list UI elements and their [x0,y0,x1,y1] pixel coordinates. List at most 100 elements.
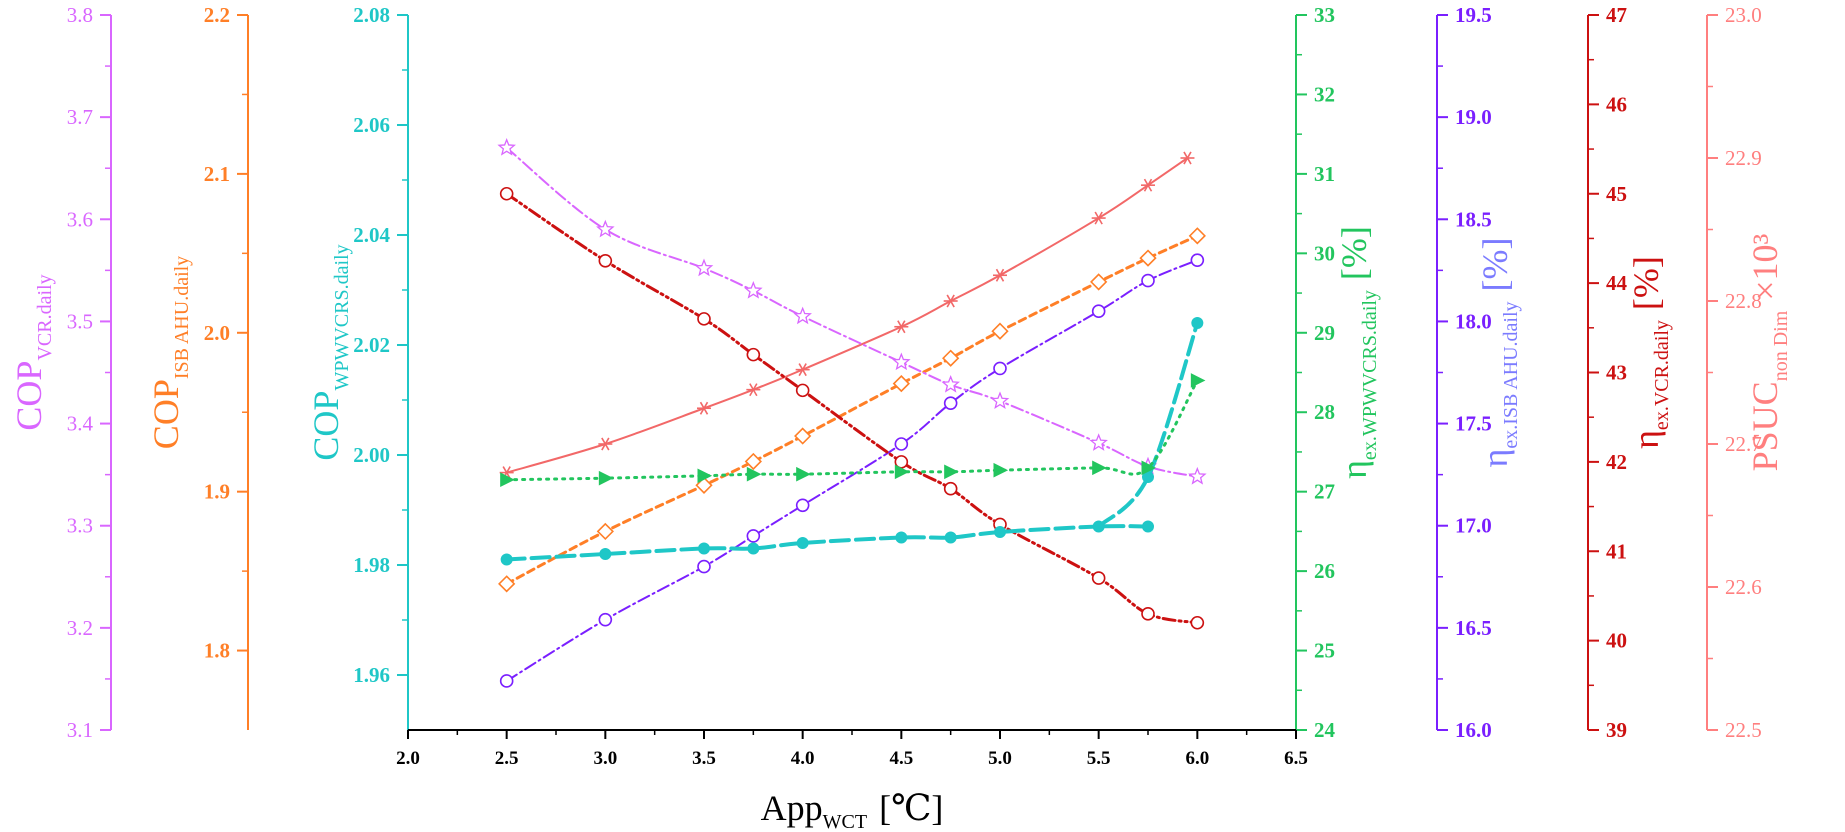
x-tick-label: 2.5 [495,748,519,769]
data-point [894,437,909,451]
y-axis-title-unit: [%] [1475,237,1515,291]
y-tick-label: 30 [1314,241,1335,265]
y-tick-label: 2.1 [204,162,230,186]
y-axis-title-main: COP [146,379,186,449]
y-axis-eta-isb: 16.0 16.5 17.0 17.5 18.0 18.5 19.0 19.5 ηex.ISB … [1436,3,1522,742]
data-point [892,374,910,393]
data-point [1141,460,1157,476]
y-axis-title-psuc: PSUCnon Dim ×10³ [1745,233,1792,471]
y-axis-title-eta-isb: ηex.ISB AHU.daily [%] [1475,237,1522,467]
data-point [944,464,959,480]
y-tick-label: 3.8 [67,3,93,27]
y-tick-label: 2.04 [353,223,390,247]
y-tick-label: 1.9 [204,480,230,504]
y-tick-label: 24 [1314,718,1336,742]
y-axis-title-main: PSUC [1745,381,1785,471]
data-point [1092,460,1107,476]
y-tick-label: 3.2 [67,616,93,640]
data-point [697,312,711,326]
y-axis-title-sub: ex.ISB AHU.daily [1500,301,1522,448]
y-axis-title-main: COP [306,391,346,461]
data-point [1188,466,1207,485]
data-point [1090,273,1108,291]
data-point [1180,151,1195,165]
axes-layer: 3.13.23.33.43.53.63.73.8COPVCR.daily1.81… [9,3,1792,742]
y-tick-label: 22.6 [1725,575,1762,599]
y-axis-title-eta-vcr: ηex.VCR.daily [%] [1626,256,1673,449]
data-point [697,468,713,484]
y-tick-label: 47 [1606,3,1627,27]
data-point [1190,253,1205,267]
data-point [793,306,812,325]
data-point [795,498,810,513]
x-tick-label: 4.5 [889,748,913,769]
x-tick-label: 5.0 [988,748,1012,769]
data-point [746,529,761,543]
data-point [943,481,958,496]
y-tick-label: 3.1 [67,718,93,742]
data-point [598,612,613,627]
data-point [499,186,514,201]
data-point [1139,249,1157,267]
data-point [1141,607,1155,621]
y-axis-cop-vcr: 3.1 3.2 3.3 3.4 3.5 3.6 3.7 3.8 COPVCR.daily [9,3,112,742]
series-line [505,157,1189,474]
series-cop-isb-ahu-daily [498,227,1206,593]
y-tick-label: 46 [1606,92,1627,116]
data-point [1190,615,1205,630]
y-axis-title-unit: ×10³ [1745,233,1785,300]
data-point [943,396,958,410]
data-point [1141,178,1155,192]
data-point [746,383,761,397]
data-point [1141,273,1155,288]
y-tick-label: 17.0 [1455,514,1492,538]
x-axis: 2.0 2.5 3.0 3.5 4.0 4.5 5.0 5.5 6.0 6.5 AppWCT [℃] [396,729,1308,832]
data-point [746,347,761,362]
y-axis-title-unit: [%] [1626,256,1666,310]
y-tick-label: 26 [1314,559,1335,583]
data-point [895,531,908,544]
data-point [744,452,762,471]
y-tick-label: 25 [1314,639,1335,663]
y-tick-label: 18.0 [1455,309,1492,333]
series-ex-isb-ahu-daily [499,253,1205,688]
data-point [892,352,911,371]
data-point [993,361,1007,376]
data-point [796,466,811,482]
y-axis-psuc: 22.5 22.6 22.7 22.8 22.9 23.0 PSUCnon Dim ×10³ [1706,3,1792,742]
data-point [943,294,958,308]
y-axis-title-main: COP [9,361,49,431]
x-tick-label: 6.5 [1284,748,1308,769]
y-tick-label: 27 [1314,480,1335,504]
data-point [1191,317,1204,329]
y-axis-title-sub: non Dim [1770,310,1792,381]
data-point [596,522,614,541]
y-tick-label: 33 [1314,3,1335,27]
data-point [795,363,810,377]
y-tick-label: 3.5 [67,309,93,333]
x-tick-label: 6.0 [1185,748,1209,769]
data-point [795,383,810,398]
y-tick-label: 23.0 [1725,3,1762,27]
data-point [991,322,1009,340]
y-tick-label: 16.5 [1455,616,1492,640]
y-tick-label: 44 [1606,271,1628,295]
y-tick-label: 19.5 [1455,3,1492,27]
data-point [694,258,714,277]
data-point [796,537,809,549]
y-tick-label: 22.7 [1725,432,1762,456]
y-axis-title-eta-wpw: ηex.WPWVCRS.daily [%] [1334,226,1381,479]
data-point [894,464,910,480]
data-point [746,466,762,482]
data-point [1091,571,1106,585]
x-tick-label: 5.5 [1087,748,1111,769]
y-tick-label: 2.00 [353,443,390,467]
data-point [993,462,1009,478]
y-axis-title-main: η [1626,430,1666,449]
y-axis-title-cop-isb: COPISB AHU.daily [146,256,193,449]
x-axis-title-main: App [761,788,823,828]
x-tick-label: 4.0 [791,748,815,769]
data-point [794,427,812,445]
y-tick-label: 1.98 [353,553,390,577]
x-tick-label: 2.0 [396,748,420,769]
